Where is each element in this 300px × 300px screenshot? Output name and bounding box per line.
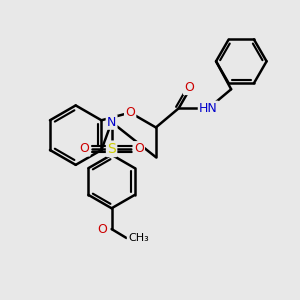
Text: O: O <box>97 223 107 236</box>
Text: CH₃: CH₃ <box>128 233 149 243</box>
Text: O: O <box>134 142 144 155</box>
Text: O: O <box>125 106 135 119</box>
Text: HN: HN <box>199 102 218 115</box>
Text: O: O <box>184 81 194 94</box>
Text: O: O <box>80 142 89 155</box>
Text: S: S <box>107 142 116 156</box>
Text: N: N <box>107 116 116 129</box>
